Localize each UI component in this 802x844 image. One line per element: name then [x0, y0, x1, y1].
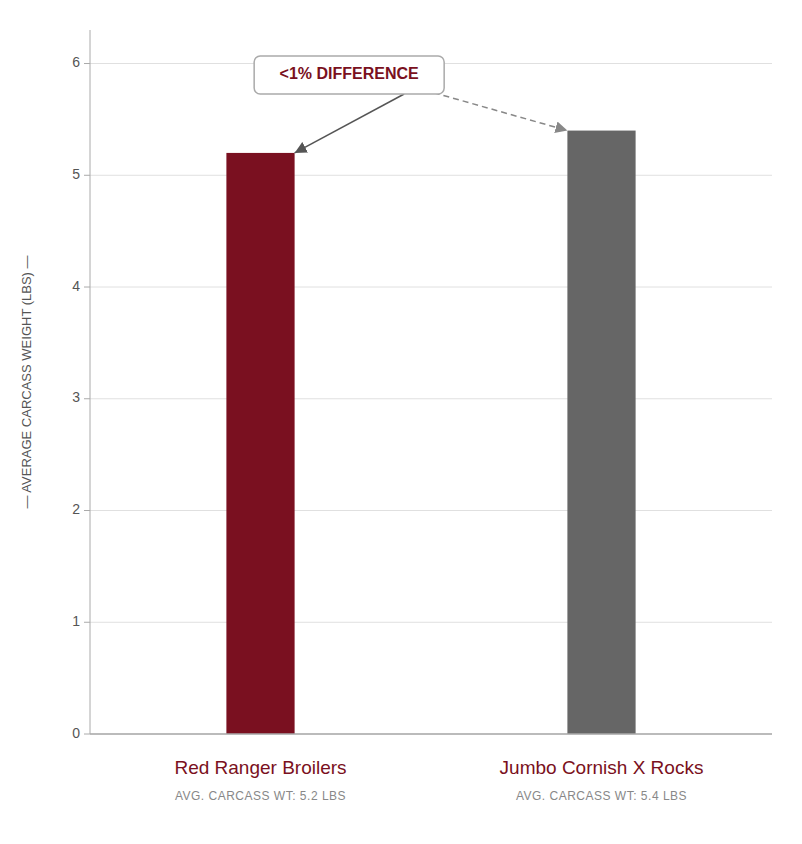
grid-line [90, 398, 772, 399]
y-tick-label: 3 [72, 389, 80, 405]
y-tick-label: 2 [72, 501, 80, 517]
y-tick [84, 510, 90, 511]
bar [567, 131, 635, 734]
category-label: Jumbo Cornish X Rocks [500, 757, 704, 778]
annotation-arrow [424, 90, 567, 131]
y-tick [84, 63, 90, 64]
chart-svg: 0 1 2 3 4 5 6 — AVERAGE CARCASS WEIGHT (LBS) — R… [0, 0, 802, 844]
y-tick-label: 6 [72, 54, 80, 70]
y-tick-label: 0 [72, 725, 80, 741]
y-axis-label: — AVERAGE CARCASS WEIGHT (LBS) — [19, 255, 34, 508]
grid-line [90, 287, 772, 288]
annotation-arrow [295, 94, 405, 153]
category-label: Red Ranger Broilers [174, 757, 346, 778]
y-tick [84, 287, 90, 288]
y-tick-label: 4 [72, 278, 80, 294]
y-tick [84, 398, 90, 399]
y-tick-label: 5 [72, 166, 80, 182]
x-axis-line [90, 733, 772, 735]
x-axis: Red Ranger Broilers Jumbo Cornish X Rocks… [174, 757, 703, 803]
y-tick [84, 175, 90, 176]
value-label: AVG. CARCASS WT: 5.4 LBS [516, 789, 687, 803]
bar [226, 153, 294, 734]
grid [90, 64, 772, 734]
chart-container: 0 1 2 3 4 5 6 — AVERAGE CARCASS WEIGHT (LBS) — R… [0, 0, 802, 844]
annotation-text: <1% DIFFERENCE [280, 65, 419, 82]
value-label: AVG. CARCASS WT: 5.2 LBS [175, 789, 346, 803]
y-tick [84, 734, 90, 735]
grid-line [90, 734, 772, 735]
y-tick [84, 622, 90, 623]
grid-line [90, 175, 772, 176]
grid-line [90, 622, 772, 623]
y-tick-label: 1 [72, 613, 80, 629]
grid-line [90, 510, 772, 511]
y-axis-line [90, 30, 91, 734]
annotation-box [254, 56, 444, 94]
annotation: <1% DIFFERENCE [254, 56, 567, 153]
bars [226, 131, 635, 734]
y-axis: 0 1 2 3 4 5 6 [72, 54, 90, 740]
